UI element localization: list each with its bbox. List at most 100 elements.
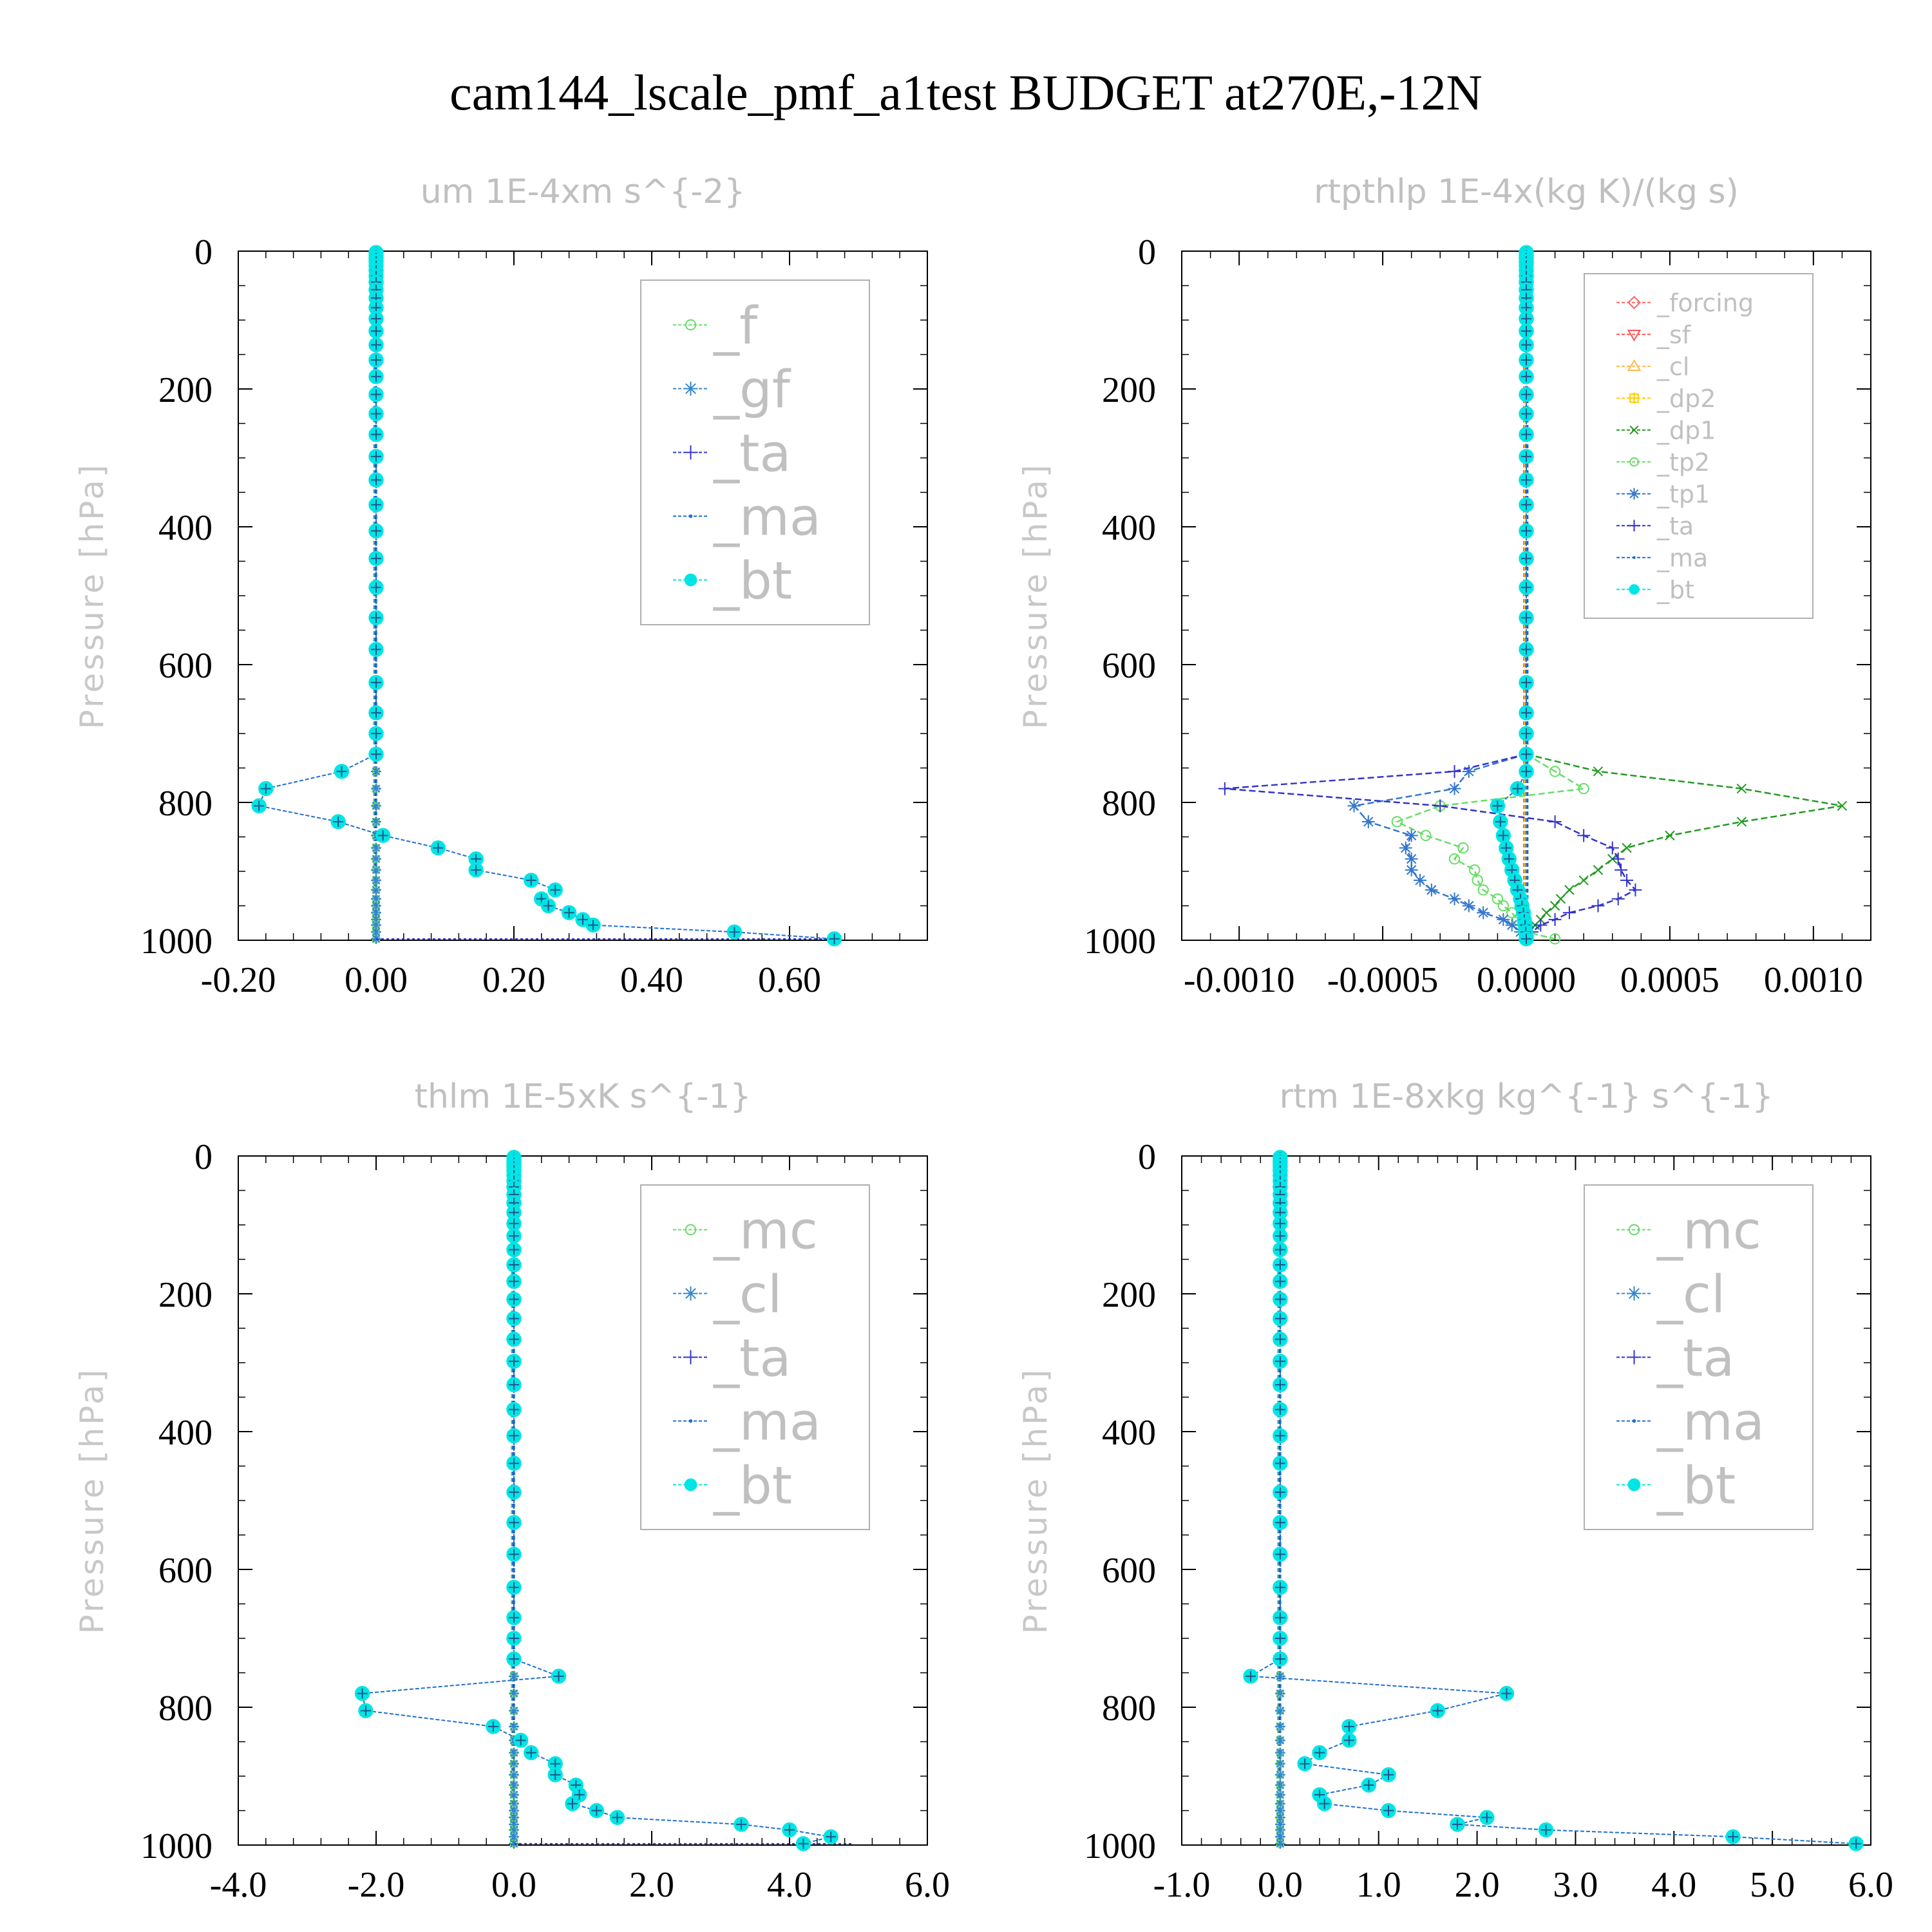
data-point-ta bbox=[1620, 873, 1634, 887]
data-point-ta bbox=[1274, 1549, 1285, 1560]
y-tick-label: 400 bbox=[1102, 508, 1156, 548]
x-tick-label: 3.0 bbox=[1553, 1865, 1598, 1905]
data-point-ta bbox=[526, 875, 536, 886]
data-point-ta bbox=[1591, 899, 1605, 913]
marker-zero bbox=[1274, 1838, 1285, 1849]
legend-marker-ma bbox=[688, 514, 693, 518]
data-point-tp2 bbox=[1477, 884, 1489, 896]
marker-zero bbox=[509, 1747, 519, 1758]
legend-marker-ta bbox=[1627, 1350, 1642, 1365]
data-point-ta bbox=[1548, 913, 1562, 926]
marker-zero bbox=[1274, 1798, 1285, 1809]
legend-label-cl: _cl bbox=[1656, 352, 1689, 381]
marker-zero bbox=[509, 1798, 519, 1809]
legend-label-ta: _ta bbox=[1656, 512, 1694, 540]
legend: _f_gf_ta_ma_bt bbox=[640, 279, 870, 625]
data-point-tp2 bbox=[1578, 782, 1589, 795]
data-point-ta bbox=[371, 749, 381, 760]
legend-marker-bt bbox=[684, 1478, 697, 1492]
data-point-ta bbox=[1521, 408, 1531, 419]
y-tick-label: 400 bbox=[1102, 1413, 1156, 1453]
x-tick-label: -0.0005 bbox=[1327, 960, 1439, 1000]
data-point-ta bbox=[509, 1633, 519, 1643]
legend-marker-cl bbox=[1627, 359, 1642, 372]
data-point-ta bbox=[1274, 1517, 1285, 1528]
marker-zero bbox=[509, 1721, 519, 1732]
data-point-ta bbox=[553, 1671, 564, 1681]
data-point-ta bbox=[1448, 764, 1461, 778]
legend-label-ma: _ma bbox=[713, 1392, 821, 1452]
data-point-ta bbox=[1521, 326, 1531, 337]
data-point-ta bbox=[1492, 800, 1503, 811]
data-point-ta bbox=[509, 1260, 519, 1271]
data-point-ta bbox=[509, 1458, 519, 1469]
legend-marker-ta bbox=[683, 445, 698, 460]
data-point-ta bbox=[1521, 451, 1531, 462]
data-point-dp1 bbox=[1593, 766, 1604, 777]
data-point-ta bbox=[509, 1313, 519, 1324]
data-point-ta bbox=[336, 766, 347, 777]
marker-zero bbox=[371, 842, 381, 853]
data-point-tp1 bbox=[1462, 899, 1475, 913]
legend-label-gf: _gf bbox=[713, 359, 791, 419]
data-point-ta bbox=[1534, 918, 1548, 932]
data-point-ta bbox=[371, 499, 381, 510]
y-tick-label: 400 bbox=[158, 1413, 213, 1453]
data-point-tp1 bbox=[1497, 913, 1510, 926]
data-point-ta bbox=[1521, 429, 1531, 440]
data-point-tp2 bbox=[1549, 933, 1561, 945]
marker-zero bbox=[1274, 1819, 1285, 1830]
legend: _mc_cl_ta_ma_bt bbox=[640, 1184, 870, 1530]
series-line-tp1 bbox=[1352, 753, 1527, 940]
marker-zero bbox=[371, 927, 381, 938]
data-point-ta bbox=[509, 1276, 519, 1287]
data-point-tp2 bbox=[1472, 875, 1483, 886]
data-point-dp1 bbox=[1665, 830, 1675, 841]
legend-label-f: _f bbox=[713, 296, 759, 355]
data-point-ta bbox=[377, 830, 388, 841]
legend-marker-bt bbox=[1627, 1478, 1641, 1492]
chart-panel-1: um 1E-4xm s^{-2} Pressure [hPa] 0 200 400 600… bbox=[73, 173, 928, 1000]
legend-label-ta: _ta bbox=[713, 1328, 791, 1388]
panel-title: thlm 1E-5xK s^{-1} bbox=[415, 1077, 752, 1116]
data-point-tp1 bbox=[1405, 863, 1418, 876]
legend-label-bt: _bt bbox=[713, 551, 792, 611]
data-point-ta bbox=[1728, 1832, 1738, 1842]
data-point-ta bbox=[357, 1688, 368, 1699]
data-point-ta bbox=[1218, 782, 1231, 795]
data-point-tp1 bbox=[1405, 829, 1418, 842]
panel-title: um 1E-4xm s^{-2} bbox=[421, 173, 746, 211]
x-tick-label: 0.60 bbox=[758, 960, 821, 1000]
data-point-ta bbox=[509, 1430, 519, 1441]
legend-marker-dp2 bbox=[1628, 392, 1640, 404]
legend-label-ma: _ma bbox=[1656, 1392, 1765, 1452]
data-point-tp1 bbox=[1425, 883, 1438, 896]
x-tick-label: 4.0 bbox=[1651, 1865, 1696, 1905]
y-tick-label: 1000 bbox=[1084, 1826, 1156, 1866]
marker-zero bbox=[1274, 1824, 1285, 1835]
legend-label-bt: _bt bbox=[1656, 1455, 1736, 1515]
data-point-ta bbox=[578, 914, 588, 925]
data-point-ta bbox=[371, 707, 381, 718]
data-point-ta bbox=[371, 612, 381, 623]
data-point-dp1 bbox=[1837, 800, 1848, 811]
data-point-dp1 bbox=[1736, 817, 1747, 827]
data-point-ta bbox=[1562, 906, 1576, 920]
data-point-ta bbox=[1521, 766, 1531, 777]
legend-marker-mc bbox=[1628, 1224, 1640, 1236]
data-point-ta bbox=[509, 1334, 519, 1345]
data-point-ta bbox=[371, 475, 381, 486]
legend-marker-sf bbox=[1627, 329, 1642, 342]
data-point-ta bbox=[1521, 389, 1531, 400]
marker-zero bbox=[509, 1789, 519, 1800]
data-point-ta bbox=[1521, 728, 1531, 739]
data-point-ta bbox=[1274, 1244, 1285, 1255]
marker-zero bbox=[509, 1758, 519, 1769]
data-point-tp1 bbox=[1477, 906, 1490, 920]
data-point-ta bbox=[1274, 1487, 1285, 1498]
marker-zero bbox=[371, 766, 381, 777]
figure-title: cam144_lscale_pmf_a1test BUDGET at270E,-… bbox=[450, 64, 1482, 120]
data-point-ta bbox=[1577, 829, 1591, 842]
y-tick-label: 200 bbox=[158, 370, 213, 410]
data-point-ta bbox=[371, 326, 381, 337]
